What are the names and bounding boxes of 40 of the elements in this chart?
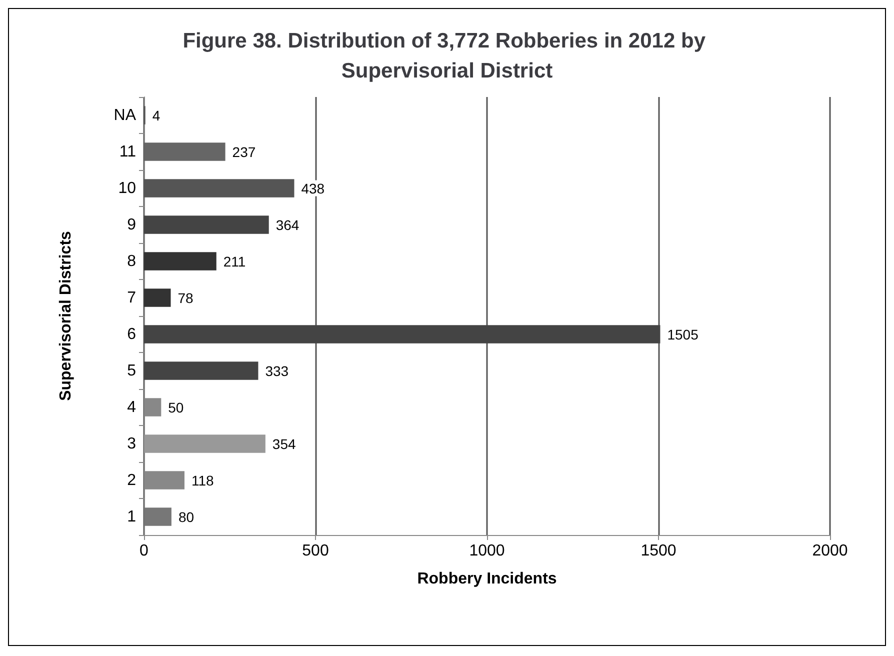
- y-tick-label: 2: [127, 472, 136, 489]
- data-label: 1505: [667, 326, 699, 342]
- bar: [144, 252, 216, 270]
- y-tick-label: 5: [127, 362, 136, 380]
- data-label: 438: [301, 180, 325, 196]
- data-label: 78: [178, 290, 194, 306]
- y-tick-label: 3: [127, 435, 136, 452]
- y-tick-label: 4: [127, 398, 136, 416]
- y-tick-label: 1: [127, 508, 136, 526]
- bar: [144, 508, 172, 526]
- x-tick-label: 1000: [469, 542, 505, 560]
- bar: [144, 362, 258, 380]
- y-tick-label: 7: [127, 289, 136, 306]
- y-tick-label: 8: [127, 252, 136, 270]
- data-label: 4: [152, 107, 160, 124]
- data-label: 237: [232, 144, 256, 160]
- x-tick-label: 2000: [812, 542, 848, 560]
- x-tick-label: 0: [140, 542, 149, 560]
- y-tick-label: NA: [114, 106, 136, 124]
- bar: [144, 142, 226, 161]
- data-label: 354: [272, 436, 296, 452]
- data-label: 80: [178, 508, 194, 525]
- y-axis-title: Supervisorial Districts: [58, 230, 74, 401]
- data-label: 333: [265, 362, 289, 379]
- y-tick-label: 9: [127, 216, 136, 234]
- bar: [144, 325, 660, 344]
- bar: [144, 216, 269, 234]
- data-label: 50: [168, 399, 184, 416]
- bar: [144, 434, 266, 453]
- data-label: 211: [223, 253, 246, 270]
- y-tick-label: 10: [118, 180, 136, 197]
- chart-title: Figure 38. Distribution of 3,772 Robberies in 2012 by Supervisorial District: [182, 30, 712, 82]
- y-tick-label: 6: [127, 326, 136, 343]
- x-tick-label: 1500: [640, 542, 676, 560]
- x-tick-label: 500: [302, 542, 329, 560]
- data-label: 364: [276, 216, 300, 233]
- y-tick-label: 11: [119, 143, 136, 160]
- x-axis-title: Robbery Incidents: [417, 570, 557, 588]
- data-label: 118: [191, 472, 214, 488]
- bar: [144, 288, 171, 307]
